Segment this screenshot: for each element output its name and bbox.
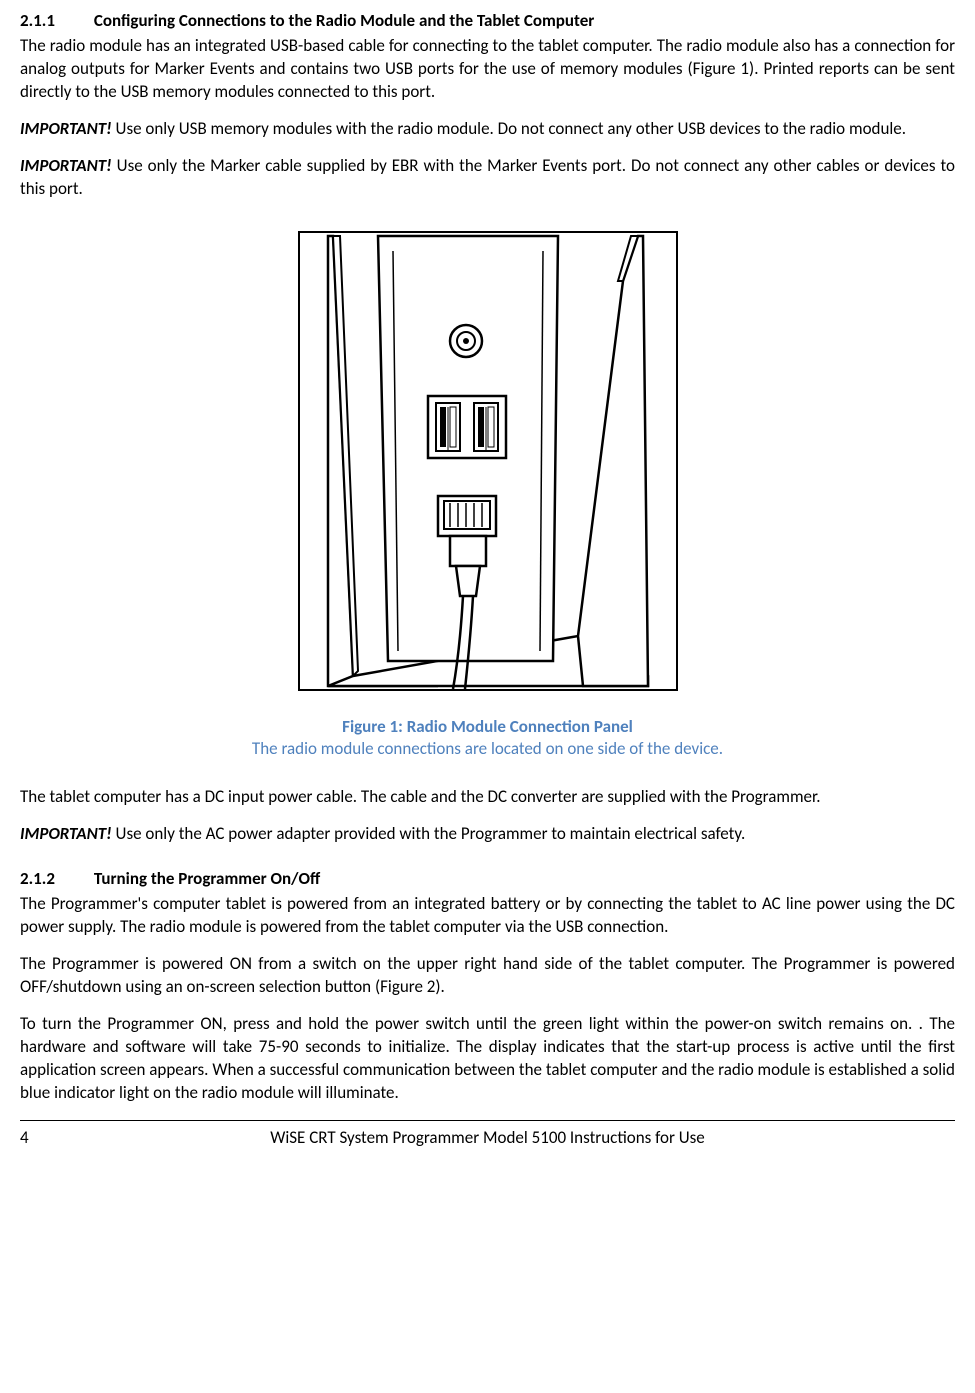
important-note-1: IMPORTANT! Use only USB memory modules w… (20, 118, 955, 141)
footer-doc-title: WiSE CRT System Programmer Model 5100 In… (170, 1127, 955, 1150)
radio-module-diagram (298, 231, 678, 698)
section-title: Turning the Programmer On/Off (94, 868, 320, 889)
important-label: IMPORTANT! (20, 118, 112, 139)
paragraph: To turn the Programmer ON, press and hol… (20, 1013, 955, 1105)
section-number: 2.1.2 (20, 868, 90, 891)
important-text: Use only the AC power adapter provided w… (112, 823, 746, 844)
section-number: 2.1.1 (20, 10, 90, 33)
paragraph: The tablet computer has a DC input power… (20, 786, 955, 809)
important-note-3: IMPORTANT! Use only the AC power adapter… (20, 823, 955, 846)
paragraph: The radio module has an integrated USB-b… (20, 35, 955, 104)
important-label: IMPORTANT! (20, 823, 112, 844)
page-number: 4 (20, 1127, 170, 1150)
important-text: Use only USB memory modules with the rad… (112, 118, 906, 139)
paragraph: The Programmer is powered ON from a swit… (20, 953, 955, 999)
figure-1: Figure 1: Radio Module Connection Panel … (20, 231, 955, 762)
important-label: IMPORTANT! (20, 155, 112, 176)
section-title: Configuring Connections to the Radio Mod… (94, 10, 595, 31)
section-heading-2-1-2: 2.1.2 Turning the Programmer On/Off (20, 868, 955, 891)
figure-title: Figure 1: Radio Module Connection Panel (20, 716, 955, 739)
important-note-2: IMPORTANT! Use only the Marker cable sup… (20, 155, 955, 201)
paragraph: The Programmer's computer tablet is powe… (20, 893, 955, 939)
important-text: Use only the Marker cable supplied by EB… (20, 155, 955, 199)
section-heading-2-1-1: 2.1.1 Configuring Connections to the Rad… (20, 10, 955, 33)
figure-caption: The radio module connections are located… (20, 738, 955, 761)
page-footer: 4 WiSE CRT System Programmer Model 5100 … (20, 1120, 955, 1150)
